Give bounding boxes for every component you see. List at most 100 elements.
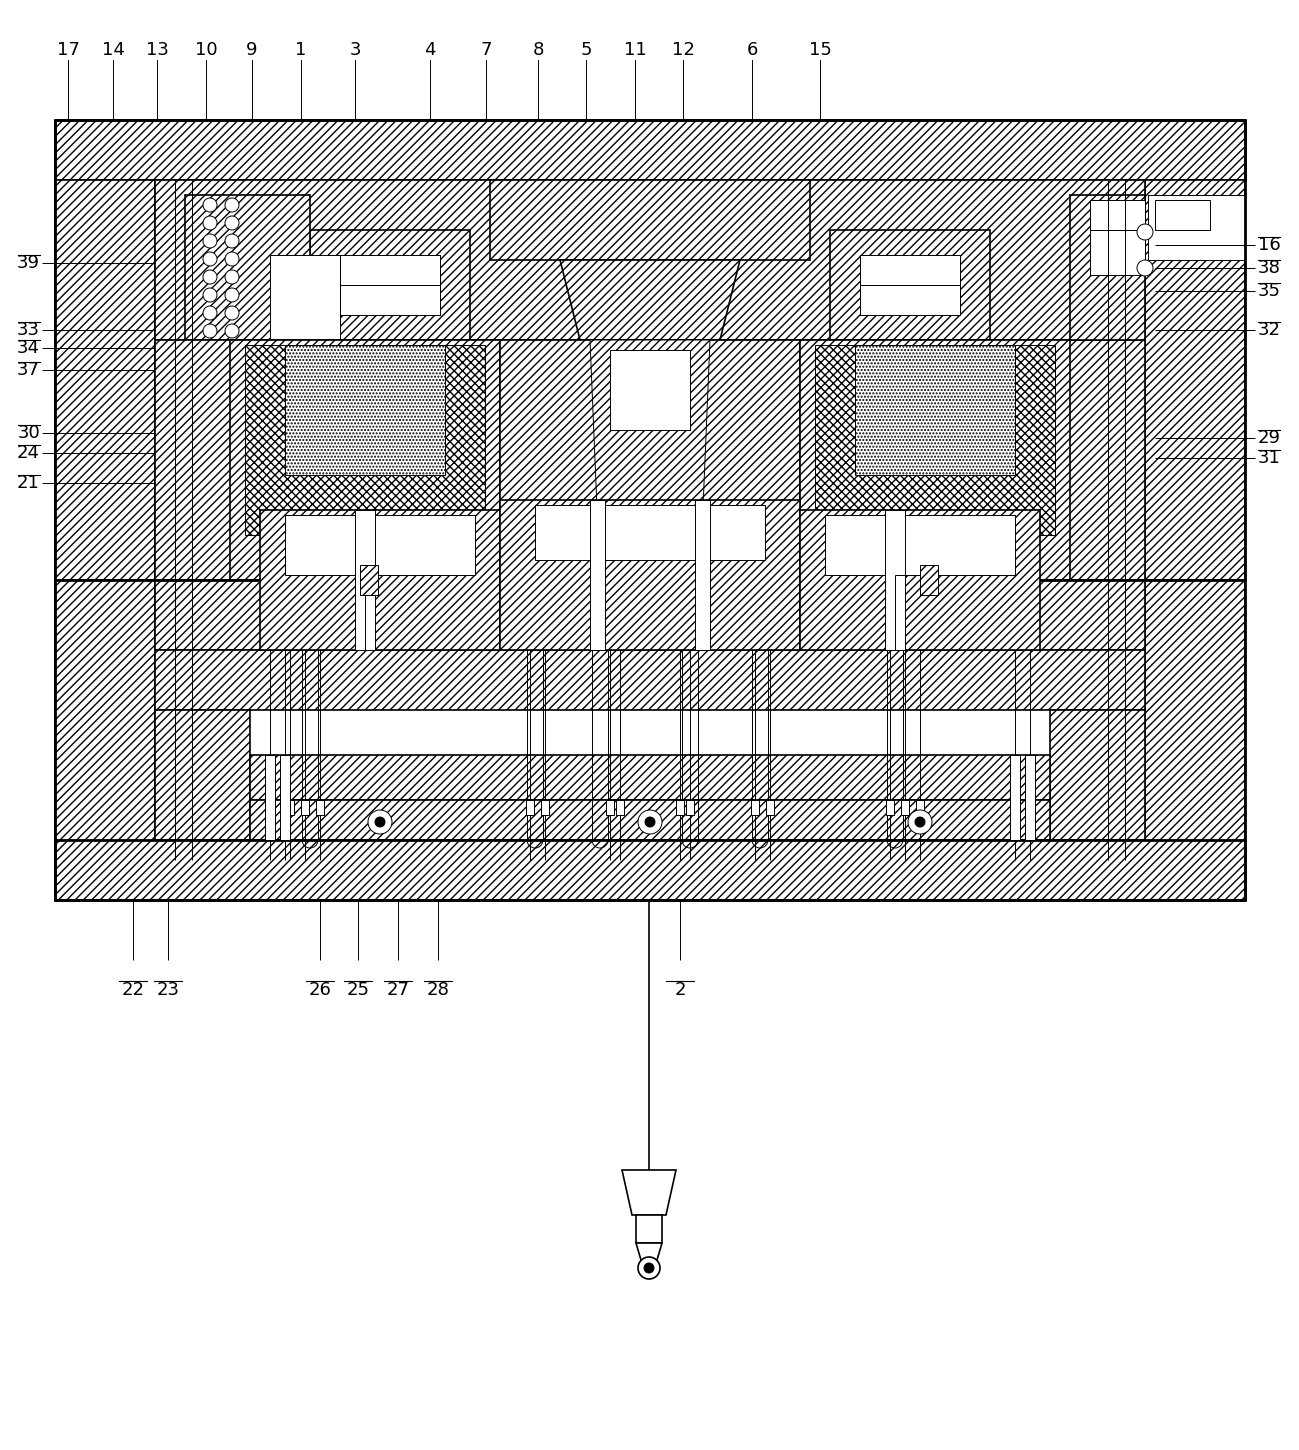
Circle shape [225,306,239,320]
Bar [246,345,485,535]
Bar [886,800,894,815]
Bar [284,515,475,576]
Text: 2: 2 [674,982,686,999]
Bar [526,800,534,815]
Bar [1011,755,1020,840]
Bar [281,755,290,840]
Bar [607,800,614,815]
Text: 15: 15 [808,41,831,59]
Bar [310,231,470,339]
Circle shape [375,816,385,826]
Text: 38: 38 [1257,260,1281,277]
Bar [1155,200,1209,231]
Bar [1025,755,1035,840]
Circle shape [914,816,925,826]
Bar [349,579,370,650]
Polygon shape [637,1243,662,1260]
Text: 23: 23 [156,982,179,999]
Text: 5: 5 [581,41,592,59]
Bar [895,576,905,650]
Circle shape [225,216,239,231]
Polygon shape [590,339,711,580]
Bar [825,515,1015,576]
Bar [535,505,765,560]
Circle shape [1137,223,1154,241]
Bar [751,800,759,815]
Text: 8: 8 [533,41,544,59]
Bar [686,800,694,815]
Bar [800,510,1040,650]
Bar [286,800,294,815]
Bar [55,840,1244,900]
Circle shape [203,252,217,265]
Circle shape [225,233,239,248]
Bar [155,710,249,840]
Bar [1144,580,1244,860]
Bar [920,566,938,594]
Bar [316,800,323,815]
Bar [902,800,909,815]
Bar [1144,180,1244,580]
Bar [500,500,800,650]
Text: 11: 11 [624,41,647,59]
Bar [365,576,375,650]
Bar [265,755,275,840]
Bar [155,339,1144,580]
Bar [885,510,905,650]
Circle shape [225,252,239,265]
Bar [675,800,685,815]
Text: 32: 32 [1257,320,1281,339]
Text: 12: 12 [672,41,695,59]
Text: 29: 29 [1257,429,1281,447]
Text: 3: 3 [349,41,361,59]
Text: 1: 1 [295,41,307,59]
Circle shape [638,1257,660,1279]
Text: 26: 26 [309,982,331,999]
Bar [184,194,310,339]
Circle shape [644,1263,653,1273]
Polygon shape [560,260,740,339]
Bar [766,800,774,815]
Bar [55,580,155,860]
Bar [490,180,811,260]
Bar [230,339,500,580]
Bar [930,579,950,650]
Circle shape [203,323,217,338]
Bar [916,800,924,815]
Bar [800,339,1070,580]
Text: 27: 27 [387,982,409,999]
Text: 30: 30 [17,423,40,442]
Circle shape [908,811,931,834]
Text: 31: 31 [1257,450,1281,467]
Bar [616,800,624,815]
Bar [814,345,1055,535]
Bar [637,1215,662,1243]
Bar [55,180,155,580]
Bar [1070,194,1144,339]
Circle shape [203,216,217,231]
Circle shape [646,816,655,826]
Bar [355,510,375,650]
Text: 34: 34 [17,339,40,357]
Circle shape [203,306,217,320]
Bar [249,755,1050,800]
Text: 13: 13 [145,41,169,59]
Circle shape [225,289,239,302]
Bar [1148,194,1244,260]
Circle shape [368,811,392,834]
Bar [155,580,1144,650]
Circle shape [203,289,217,302]
Bar [1090,200,1144,231]
Bar [284,345,446,476]
Circle shape [225,270,239,284]
Circle shape [225,199,239,212]
Circle shape [225,323,239,338]
Bar [155,650,1144,710]
Circle shape [203,199,217,212]
Text: 24: 24 [17,444,40,463]
Text: 7: 7 [481,41,492,59]
Bar [860,255,960,315]
Bar [855,345,1015,476]
Text: 6: 6 [747,41,757,59]
Bar [260,510,500,650]
